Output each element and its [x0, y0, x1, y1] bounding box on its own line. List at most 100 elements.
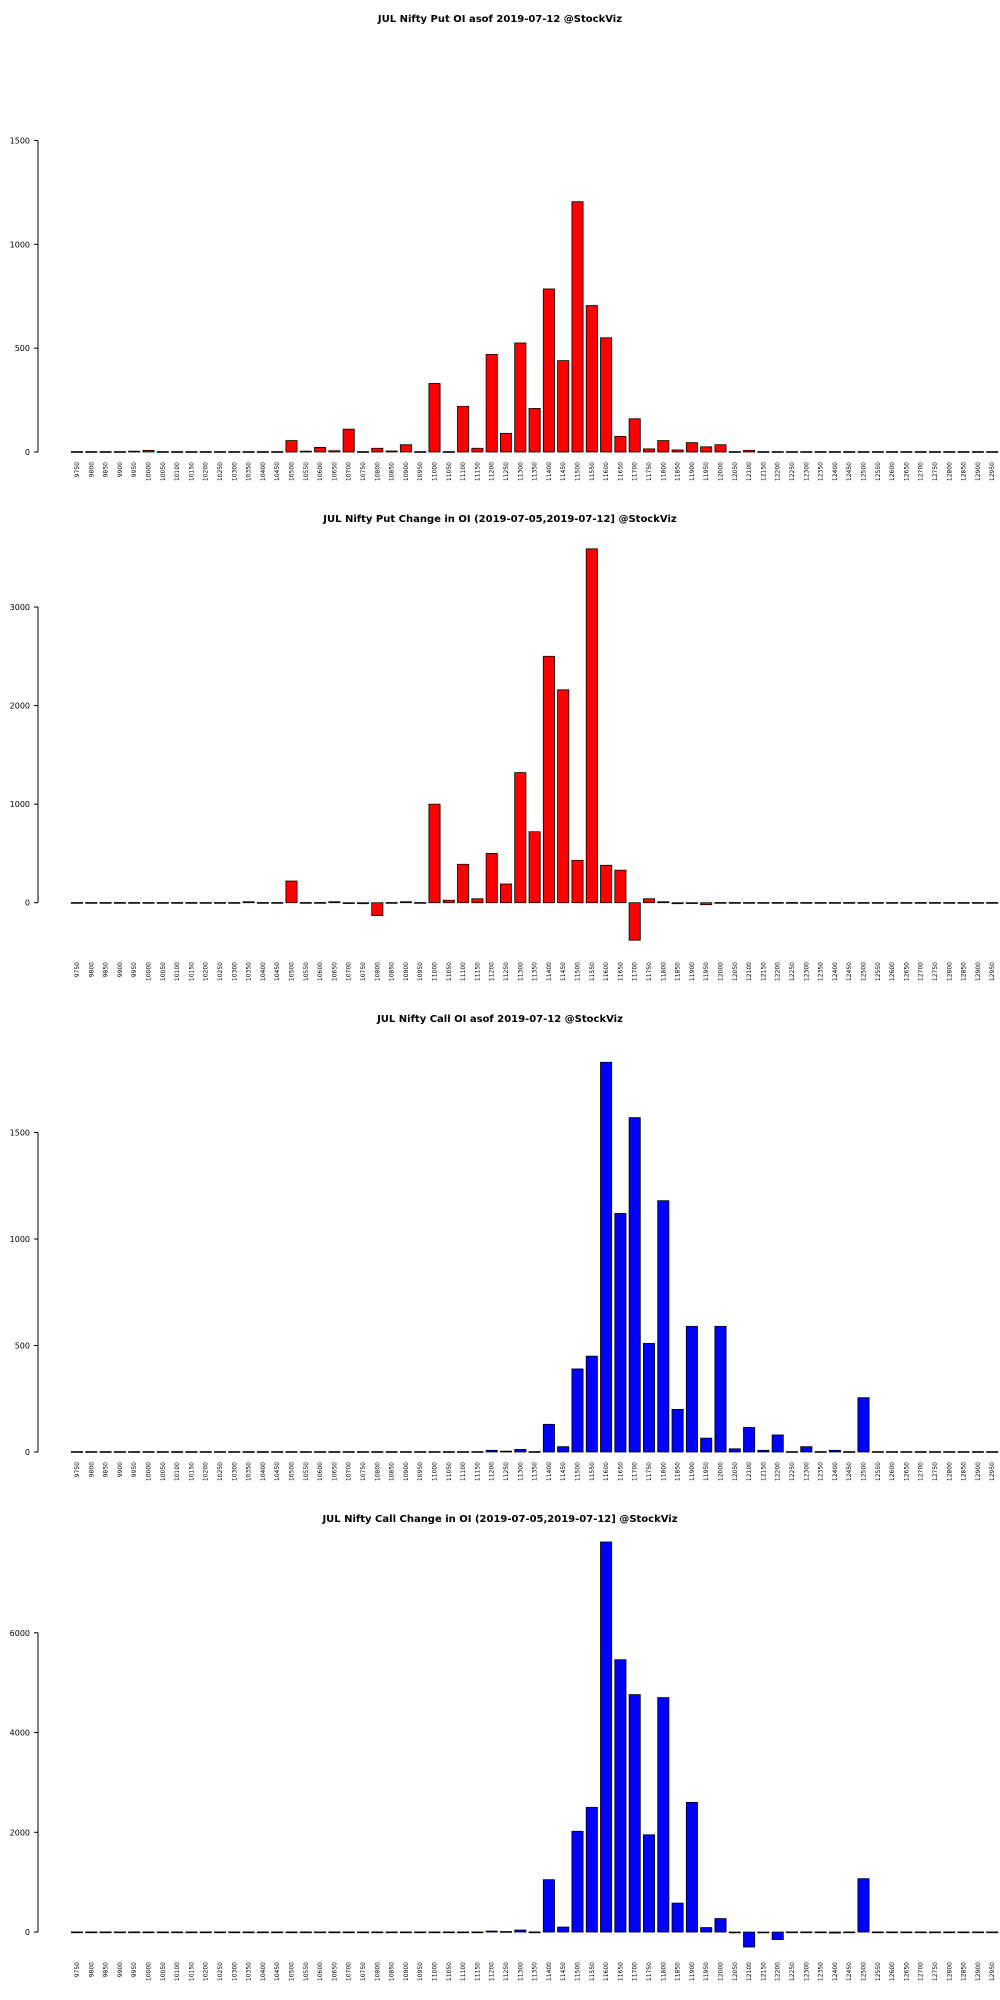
x-tick-label: 12900	[975, 1962, 982, 1981]
bar-10900	[399, 444, 412, 453]
x-tick-label: 10650	[331, 1962, 338, 1981]
bar-12700	[914, 1931, 927, 1934]
y-tick-label: 2000	[10, 1828, 30, 1837]
x-tick-label: 12950	[989, 462, 996, 481]
x-tick-label: 12000	[718, 462, 725, 481]
x-tick-label: 10400	[260, 1962, 267, 1981]
bar-9750	[71, 451, 84, 453]
x-tick-label: 12950	[989, 962, 996, 981]
chart-panel-3: JUL Nifty Call OI asof 2019-07-12 @Stock…	[10, 1014, 999, 1481]
bar-12500	[857, 451, 870, 453]
bar-12550	[871, 1931, 884, 1934]
bar-12450	[843, 902, 856, 904]
x-tick-label: 11350	[532, 962, 539, 981]
x-tick-label: 11400	[546, 1462, 553, 1481]
x-tick-label: 12700	[918, 1962, 925, 1981]
bar-10400	[256, 451, 269, 453]
bar-11200	[485, 1930, 498, 1933]
x-tick-label: 10150	[188, 462, 195, 481]
bar-12200	[771, 1434, 784, 1453]
x-tick-label: 12450	[846, 962, 853, 981]
x-tick-label: 11850	[675, 1462, 682, 1481]
bar-11500	[571, 859, 584, 904]
x-tick-label: 10700	[346, 462, 353, 481]
x-tick-label: 10000	[146, 1962, 153, 1981]
x-tick-label: 9900	[117, 462, 124, 477]
bar-11950	[700, 446, 713, 453]
x-tick-label: 12150	[760, 1462, 767, 1481]
bar-11450	[557, 360, 570, 453]
x-tick-label: 11950	[703, 1462, 710, 1481]
bar-12350	[814, 1931, 827, 1934]
x-tick-label: 10950	[417, 1462, 424, 1481]
x-tick-label: 11150	[474, 1462, 481, 1481]
bar-10450	[271, 902, 284, 904]
x-tick-label: 9950	[131, 962, 138, 977]
x-tick-label: 12000	[718, 1462, 725, 1481]
x-tick-label: 10150	[188, 1462, 195, 1481]
x-tick-label: 11050	[446, 462, 453, 481]
x-tick-label: 12600	[889, 1962, 896, 1981]
x-tick-label: 10350	[246, 1462, 253, 1481]
bar-10600	[314, 1451, 327, 1453]
bar-10650	[328, 450, 341, 453]
bar-9800	[85, 451, 98, 453]
bar-9750	[71, 902, 84, 904]
chart-title: JUL Nifty Call Change in OI (2019-07-05,…	[321, 1514, 677, 1525]
bar-12300	[800, 451, 813, 453]
x-tick-label: 11050	[446, 1962, 453, 1981]
bar-11650	[614, 1213, 627, 1453]
x-tick-label: 12250	[789, 962, 796, 981]
x-tick-label: 10800	[374, 1962, 381, 1981]
x-tick-label: 12950	[989, 1962, 996, 1981]
bar-12850	[957, 451, 970, 453]
bar-11500	[571, 201, 584, 453]
bar-10350	[242, 1931, 255, 1934]
bar-12100	[743, 1427, 756, 1453]
bar-10500	[285, 1931, 298, 1934]
x-tick-label: 11550	[589, 462, 596, 481]
bar-12100	[743, 902, 756, 904]
bar-12500	[857, 902, 870, 904]
bar-9850	[99, 451, 112, 453]
x-tick-label: 12850	[961, 462, 968, 481]
bar-12850	[957, 1451, 970, 1453]
y-tick-label: 3000	[10, 603, 30, 612]
x-tick-label: 12900	[975, 1462, 982, 1481]
bar-12700	[914, 1451, 927, 1453]
x-tick-label: 11800	[660, 462, 667, 481]
bar-9900	[113, 902, 126, 904]
x-tick-label: 12700	[918, 962, 925, 981]
x-tick-label: 10950	[417, 1962, 424, 1981]
x-tick-label: 12800	[946, 962, 953, 981]
bar-9850	[99, 1451, 112, 1453]
x-tick-label: 12250	[789, 1962, 796, 1981]
bar-12200	[771, 1931, 784, 1940]
x-tick-label: 12450	[846, 462, 853, 481]
x-tick-label: 10600	[317, 462, 324, 481]
bar-11600	[600, 1061, 613, 1453]
bar-12400	[828, 1931, 841, 1934]
x-tick-label: 11750	[646, 962, 653, 981]
x-tick-label: 10450	[274, 1962, 281, 1981]
bar-11000	[428, 1451, 441, 1453]
x-tick-label: 12600	[889, 462, 896, 481]
bar-11100	[457, 863, 470, 904]
bar-10800	[371, 447, 384, 453]
y-tick-label: 0	[25, 1448, 30, 1457]
y-tick-label: 1000	[10, 800, 30, 809]
bar-12600	[886, 1451, 899, 1453]
x-tick-label: 11150	[474, 1962, 481, 1981]
x-tick-label: 11000	[432, 462, 439, 481]
bar-10700	[342, 1931, 355, 1934]
bar-12600	[886, 451, 899, 453]
x-tick-label: 9850	[103, 962, 110, 977]
bar-11050	[442, 1451, 455, 1453]
bar-12400	[828, 451, 841, 453]
bar-10900	[399, 1451, 412, 1453]
bar-11550	[585, 1806, 598, 1933]
x-tick-label: 10000	[146, 462, 153, 481]
x-tick-label: 11000	[432, 1962, 439, 1981]
x-tick-label: 10100	[174, 1962, 181, 1981]
bar-9800	[85, 1451, 98, 1453]
